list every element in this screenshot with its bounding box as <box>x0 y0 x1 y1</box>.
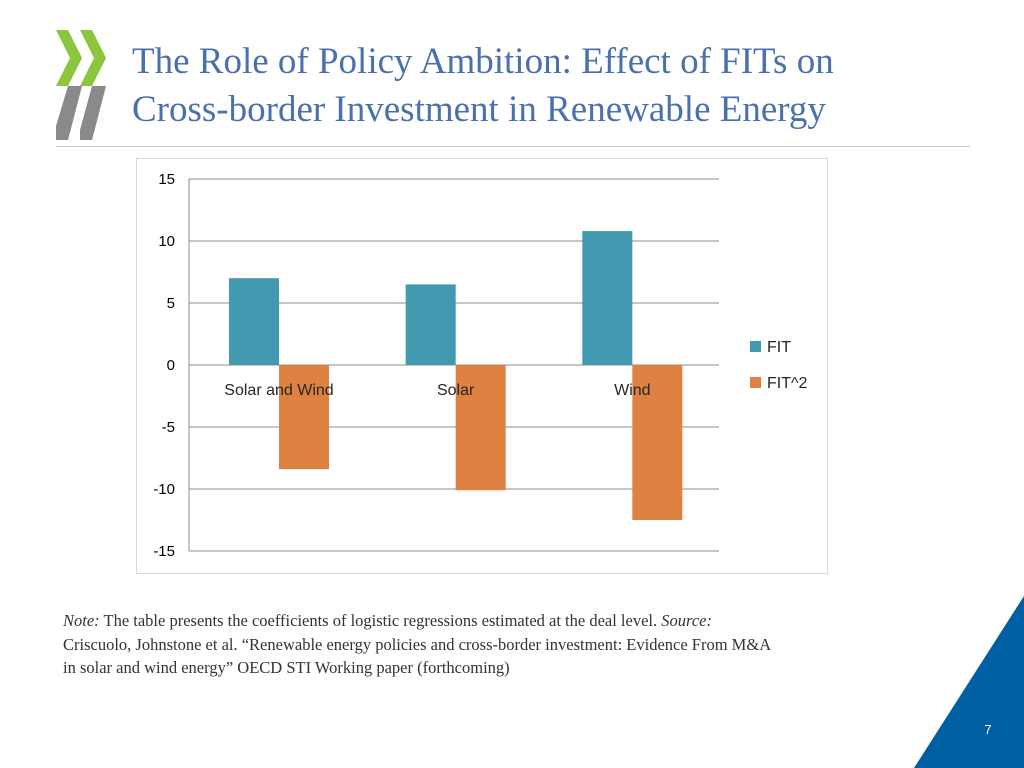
footnote: Note: The table presents the coefficient… <box>63 609 783 680</box>
y-tick-label: 0 <box>167 357 175 374</box>
bar-fit-2-0 <box>279 365 329 470</box>
bar-fit-1 <box>405 284 456 365</box>
slide-title-line-2: Cross-border Investment in Renewable Ene… <box>132 89 826 130</box>
bar-fit-0 <box>229 278 279 365</box>
logo-chevron-gray-left <box>56 86 82 140</box>
title-divider <box>56 146 970 147</box>
category-label: Solar and Wind <box>224 382 333 399</box>
legend-label: FIT^2 <box>767 375 808 392</box>
logo-chevron-green-right <box>80 30 106 86</box>
slide-title: The Role of Policy Ambition: Effect of F… <box>132 38 992 134</box>
logo-chevron-gray-right <box>80 86 106 140</box>
bar-chart: 15 10 5 0 -5 -10 -15 Solar and Wind Solar Wind FIT… <box>136 158 828 574</box>
category-label: Solar <box>437 382 475 399</box>
note-label: Note: <box>63 611 100 630</box>
note-text: The table presents the coefficients of l… <box>99 611 662 630</box>
logo-chevron-green-left <box>56 30 82 86</box>
category-label: Wind <box>614 382 650 399</box>
bar-fit-2-2 <box>632 365 683 520</box>
legend-swatch <box>750 341 761 352</box>
y-tick-label: -5 <box>162 419 175 436</box>
page-number: 7 <box>984 722 992 737</box>
y-tick-label: 15 <box>158 171 175 188</box>
source-label: Source: <box>661 611 712 630</box>
y-tick-label: 5 <box>167 295 175 312</box>
legend-label: FIT <box>767 339 791 356</box>
oecd-logo <box>56 30 106 140</box>
bar-fit-2-1 <box>455 365 506 491</box>
bar-fit-2 <box>582 231 633 365</box>
corner-decoration <box>914 596 1024 768</box>
source-text: Criscuolo, Johnstone et al. “Renewable e… <box>63 634 771 678</box>
y-tick-label: 10 <box>158 233 175 250</box>
y-tick-label: -10 <box>153 481 175 498</box>
slide-title-line-1: The Role of Policy Ambition: Effect of F… <box>132 41 834 82</box>
legend-swatch <box>750 377 761 388</box>
y-tick-label: -15 <box>153 543 175 560</box>
chart-canvas: 15 10 5 0 -5 -10 -15 Solar and Wind Solar Wind FIT… <box>153 171 808 560</box>
